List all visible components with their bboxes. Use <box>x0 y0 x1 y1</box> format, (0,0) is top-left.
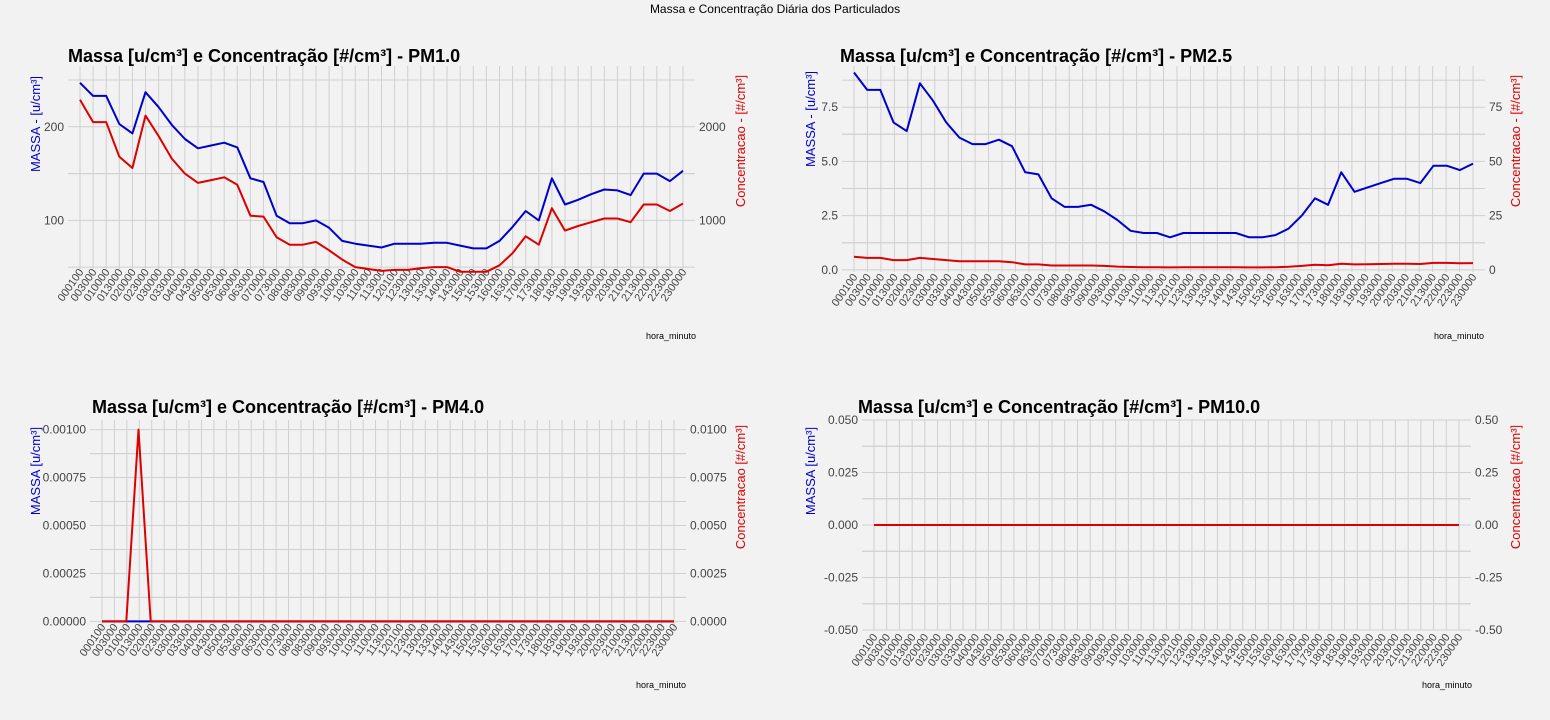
y-right-tick-label: 0.00 <box>1475 518 1499 532</box>
y-left-tick-label: 100 <box>44 213 64 227</box>
y-left-tick-label: 5.0 <box>821 154 838 168</box>
y-right-tick-label: 75 <box>1489 100 1503 114</box>
y-right-tick-label: 0.0100 <box>690 423 727 437</box>
concentration-series-line <box>853 255 1474 269</box>
panel-pm1: Massa [u/cm³] e Concentração [#/cm³] - P… <box>28 46 748 341</box>
y-right-tick-label: 0 <box>1489 263 1496 277</box>
x-axis-label: hora_minuto <box>1422 680 1472 690</box>
y-right-axis-label: Concentracao [#/cm³] <box>733 425 748 549</box>
y-right-tick-label: 0.0075 <box>690 471 727 485</box>
y-left-tick-label: 2.5 <box>821 209 838 223</box>
chart-title: Massa [u/cm³] e Concentração [#/cm³] - P… <box>858 397 1260 417</box>
y-right-tick-label: 0.50 <box>1475 413 1499 427</box>
y-left-tick-label: -0.025 <box>824 571 858 585</box>
y-right-axis-label: Concentracao - [#/cm³] <box>733 75 748 207</box>
y-left-tick-label: 0.00000 <box>43 614 87 628</box>
chart-title: Massa [u/cm³] e Concentração [#/cm³] - P… <box>92 397 484 417</box>
x-axis-label: hora_minuto <box>646 331 696 341</box>
y-left-tick-label: 7.5 <box>821 100 838 114</box>
panel-pm10: Massa [u/cm³] e Concentração [#/cm³] - P… <box>803 397 1523 690</box>
y-right-tick-label: 0.0000 <box>690 614 727 628</box>
y-right-tick-label: 0.25 <box>1475 466 1499 480</box>
panel-pm25: Massa [u/cm³] e Concentração [#/cm³] - P… <box>803 46 1523 341</box>
y-left-axis-label: MASSA [u/cm³] <box>803 427 818 515</box>
concentration-series-line <box>79 99 684 273</box>
y-right-tick-label: 2000 <box>699 120 726 134</box>
y-left-tick-label: 0.000 <box>828 518 858 532</box>
y-left-tick-label: 0.00025 <box>43 566 87 580</box>
y-right-tick-label: 0.0025 <box>690 566 727 580</box>
y-left-tick-label: 200 <box>44 120 64 134</box>
y-left-tick-label: 0.00050 <box>43 519 87 533</box>
y-right-tick-label: -0.50 <box>1475 623 1503 637</box>
y-right-tick-label: 50 <box>1489 154 1503 168</box>
y-left-tick-label: 0.050 <box>828 413 858 427</box>
mass-series-line <box>79 82 684 250</box>
y-left-tick-label: 0.0 <box>821 263 838 277</box>
x-axis-label: hora_minuto <box>1434 331 1484 341</box>
page-title: Massa e Concentração Diária dos Particul… <box>649 2 901 16</box>
x-axis-label: hora_minuto <box>636 680 686 690</box>
panel-pm4: Massa [u/cm³] e Concentração [#/cm³] - P… <box>28 397 748 690</box>
y-left-tick-label: -0.050 <box>824 623 858 637</box>
chart-title: Massa [u/cm³] e Concentração [#/cm³] - P… <box>840 46 1232 66</box>
y-right-tick-label: 0.0050 <box>690 519 727 533</box>
chart-title: Massa [u/cm³] e Concentração [#/cm³] - P… <box>68 46 460 66</box>
y-left-tick-label: 0.00100 <box>43 423 87 437</box>
y-right-tick-label: 1000 <box>699 213 726 227</box>
y-left-tick-label: 0.025 <box>828 466 858 480</box>
y-right-tick-label: -0.25 <box>1475 571 1503 585</box>
concentration-series-line <box>102 428 674 623</box>
y-right-axis-label: Concentracao [#/cm³] <box>1508 425 1523 549</box>
y-left-axis-label: MASSA - [u/cm³] <box>28 76 43 172</box>
y-left-tick-label: 0.00075 <box>43 471 87 485</box>
mass-series-line <box>853 71 1474 239</box>
y-left-axis-label: MASSA - [u/cm³] <box>803 71 818 167</box>
y-right-tick-label: 25 <box>1489 209 1503 223</box>
y-right-axis-label: Concentracao - [#/cm³] <box>1508 75 1523 207</box>
y-left-axis-label: MASSA [u/cm³] <box>28 427 43 515</box>
